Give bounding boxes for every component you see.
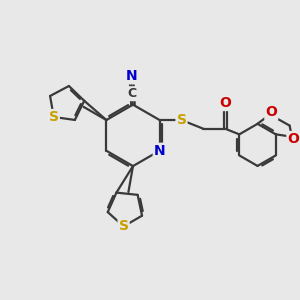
Text: S: S [176, 113, 187, 127]
Text: N: N [154, 144, 165, 158]
Text: N: N [126, 69, 137, 83]
Text: C: C [128, 87, 137, 100]
Text: O: O [219, 96, 231, 110]
Text: O: O [265, 105, 277, 119]
Text: S: S [49, 110, 59, 124]
Text: O: O [287, 132, 299, 146]
Text: S: S [118, 219, 129, 233]
